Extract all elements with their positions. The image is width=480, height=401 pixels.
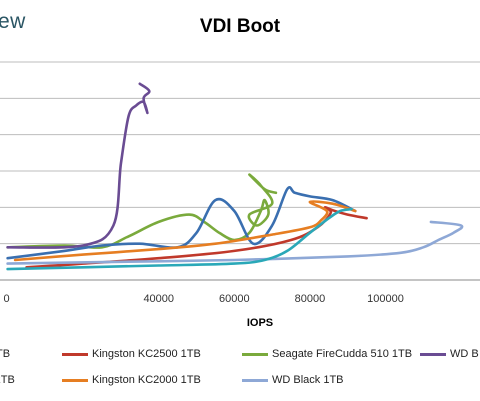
legend-item: WD B xyxy=(420,348,479,362)
x-tick-label: 100000 xyxy=(367,293,404,305)
legend-item: Seagate FireCudda 510 1TB xyxy=(242,348,412,362)
series-line-1 xyxy=(6,173,278,249)
legend-swatch xyxy=(62,352,88,356)
legend-label: us 2TB xyxy=(0,374,15,386)
legend-label: WD Black 1TB xyxy=(272,374,344,386)
series-line-6 xyxy=(6,207,353,271)
series-lines xyxy=(6,82,464,271)
brand-logo-text: ew xyxy=(0,10,26,33)
chart-legend: TB Kingston KC2500 1TB Seagate FireCudda 5… xyxy=(0,340,480,400)
legend-item: Kingston KC2000 1TB xyxy=(62,374,201,388)
legend-label: WD B xyxy=(450,348,479,360)
line-chart: VDI Boot 40000 60000 80000 100000 0 IOPS xyxy=(0,16,480,329)
series-line-2 xyxy=(6,82,151,249)
gridlines xyxy=(0,61,480,281)
legend-item: us 2TB xyxy=(0,374,15,388)
x-axis-ticks: 40000 60000 80000 100000 0 xyxy=(4,293,404,305)
chart-title: VDI Boot xyxy=(200,16,281,37)
legend-swatch xyxy=(242,352,268,356)
x-tick-label: 40000 xyxy=(143,293,174,305)
legend-item: TB xyxy=(0,348,10,362)
legend-swatch xyxy=(62,378,88,382)
legend-item: Kingston KC2500 1TB xyxy=(62,348,201,362)
series-line-4 xyxy=(13,200,357,262)
legend-label: Kingston KC2500 1TB xyxy=(92,348,201,360)
x-tick-label: 80000 xyxy=(295,293,326,305)
series-line-3 xyxy=(6,185,357,260)
x-tick-label: 0 xyxy=(4,293,10,305)
legend-swatch xyxy=(420,352,446,356)
legend-label: Kingston KC2000 1TB xyxy=(92,374,201,386)
legend-item: WD Black 1TB xyxy=(242,374,344,388)
series-line-5 xyxy=(6,220,464,265)
legend-label: Seagate FireCudda 510 1TB xyxy=(272,348,413,360)
legend-swatch xyxy=(242,378,268,382)
x-axis-label: IOPS xyxy=(247,317,273,329)
legend-label: TB xyxy=(0,348,11,360)
x-tick-label: 60000 xyxy=(219,293,250,305)
